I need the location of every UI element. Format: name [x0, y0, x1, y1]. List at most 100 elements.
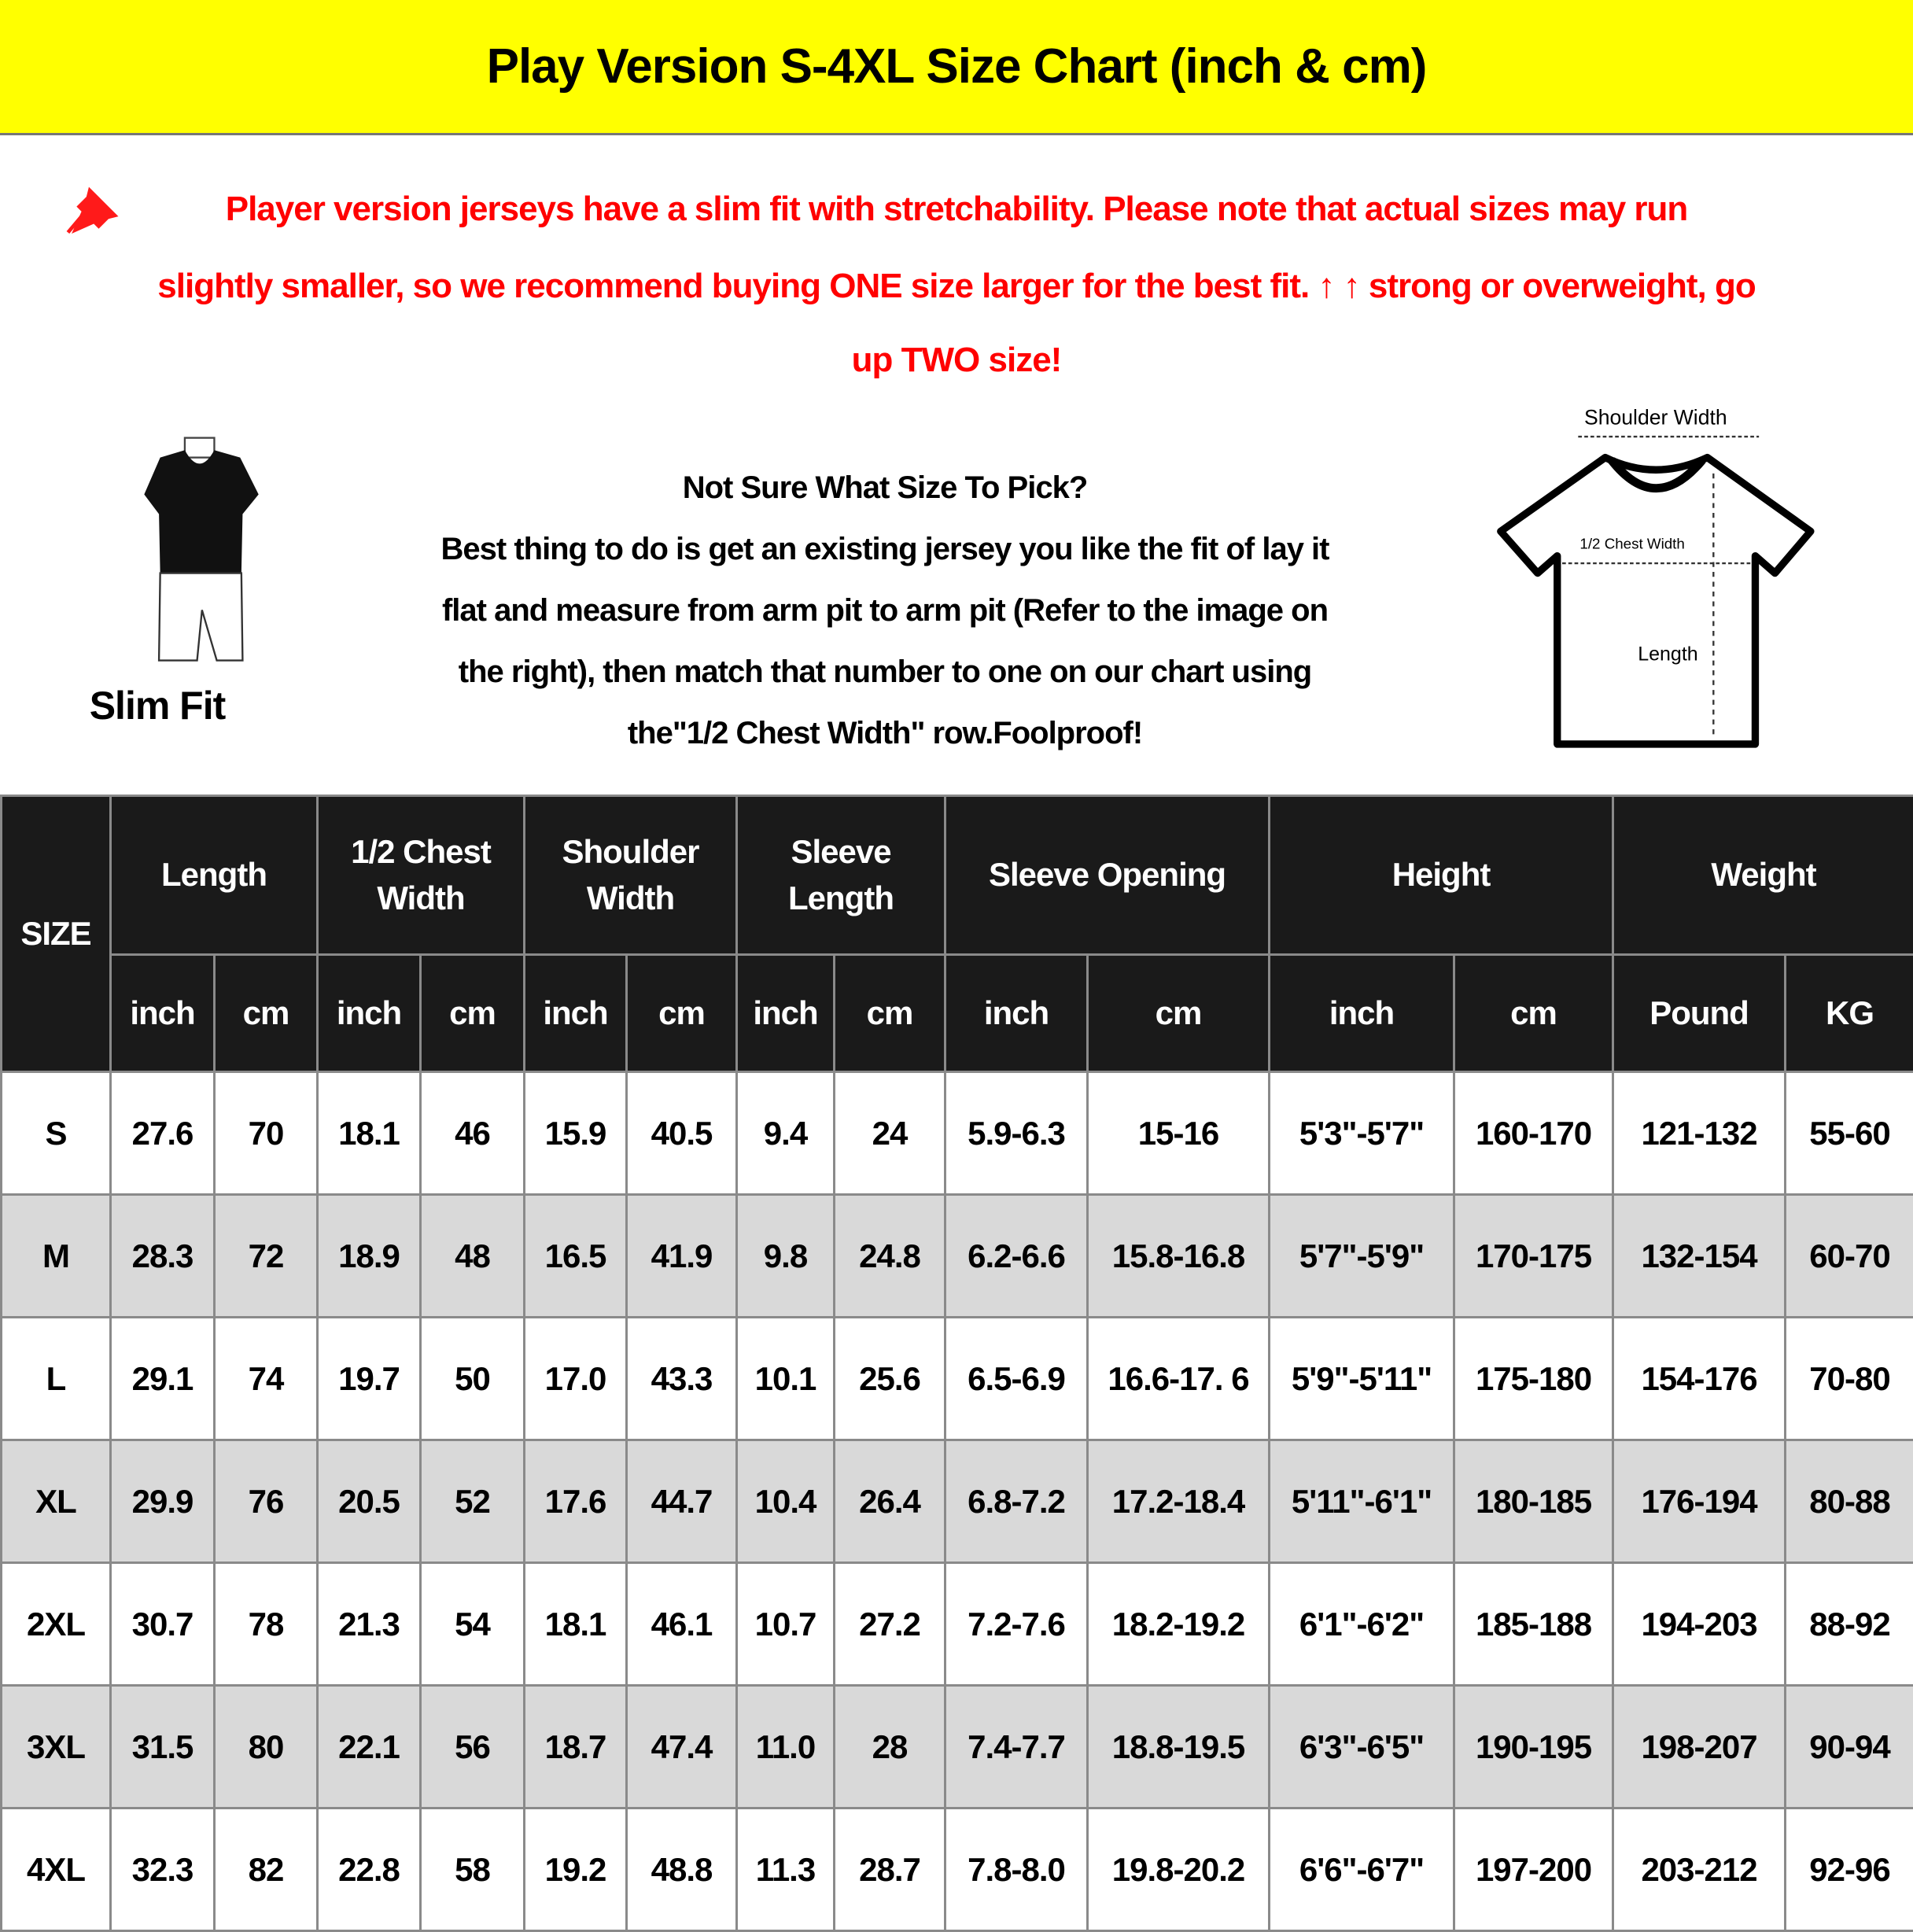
table-cell: 132-154 — [1613, 1195, 1786, 1318]
table-cell: 72 — [215, 1195, 318, 1318]
table-cell: 6'6"-6'7" — [1270, 1808, 1454, 1931]
table-cell: 88-92 — [1786, 1563, 1913, 1686]
table-cell: 10.4 — [737, 1440, 835, 1563]
table-cell: 29.9 — [111, 1440, 215, 1563]
table-cell: 56 — [421, 1686, 525, 1808]
unit-header-cell: KG — [1786, 955, 1913, 1072]
table-cell: 15-16 — [1088, 1072, 1270, 1195]
table-cell: 70-80 — [1786, 1318, 1913, 1440]
table-cell: 198-207 — [1613, 1686, 1786, 1808]
table-cell: 52 — [421, 1440, 525, 1563]
table-cell: 41.9 — [627, 1195, 737, 1318]
table-cell: 10.1 — [737, 1318, 835, 1440]
table-cell: 6.2-6.6 — [945, 1195, 1088, 1318]
table-cell: 44.7 — [627, 1440, 737, 1563]
table-cell: 6.8-7.2 — [945, 1440, 1088, 1563]
table-cell: 17.0 — [525, 1318, 627, 1440]
table-cell: 15.8-16.8 — [1088, 1195, 1270, 1318]
table-cell: 11.0 — [737, 1686, 835, 1808]
unit-header-cell: inch — [945, 955, 1088, 1072]
size-cell: S — [2, 1072, 111, 1195]
table-cell: 170-175 — [1454, 1195, 1613, 1318]
table-cell: 5.9-6.3 — [945, 1072, 1088, 1195]
table-cell: 60-70 — [1786, 1195, 1913, 1318]
slim-fit-figure-icon — [144, 438, 258, 661]
unit-header-cell: inch — [1270, 955, 1454, 1072]
unit-header-cell: cm — [1088, 955, 1270, 1072]
table-cell: 203-212 — [1613, 1808, 1786, 1931]
header-weight: Weight — [1613, 796, 1913, 955]
table-cell: 6.5-6.9 — [945, 1318, 1088, 1440]
size-chart-table: SIZE Length 1/2 Chest Width Shoulder Wid… — [0, 795, 1913, 1932]
table-cell: 28 — [835, 1686, 945, 1808]
table-cell: 19.2 — [525, 1808, 627, 1931]
table-cell: 190-195 — [1454, 1686, 1613, 1808]
size-cell: M — [2, 1195, 111, 1318]
table-cell: 46 — [421, 1072, 525, 1195]
table-cell: 90-94 — [1786, 1686, 1913, 1808]
table-cell: 6'1"-6'2" — [1270, 1563, 1454, 1686]
table-cell: 47.4 — [627, 1686, 737, 1808]
table-cell: 5'3"-5'7" — [1270, 1072, 1454, 1195]
table-cell: 16.5 — [525, 1195, 627, 1318]
table-cell: 18.7 — [525, 1686, 627, 1808]
table-cell: 25.6 — [835, 1318, 945, 1440]
table-cell: 5'11"-6'1" — [1270, 1440, 1454, 1563]
table-cell: 70 — [215, 1072, 318, 1195]
notice-line: up TWO size! — [0, 341, 1913, 379]
table-cell: 58 — [421, 1808, 525, 1931]
table-cell: 18.2-19.2 — [1088, 1563, 1270, 1686]
table-cell: 21.3 — [318, 1563, 421, 1686]
table-cell: 22.8 — [318, 1808, 421, 1931]
table-cell: 78 — [215, 1563, 318, 1686]
length-label: Length — [1638, 643, 1697, 666]
table-cell: 22.1 — [318, 1686, 421, 1808]
table-cell: 80 — [215, 1686, 318, 1808]
header-size: SIZE — [2, 796, 111, 1072]
header-shoulder-width: Shoulder Width — [525, 796, 737, 955]
table-cell: 76 — [215, 1440, 318, 1563]
table-cell: 32.3 — [111, 1808, 215, 1931]
table-cell: 9.4 — [737, 1072, 835, 1195]
table-cell: 160-170 — [1454, 1072, 1613, 1195]
size-cell: 2XL — [2, 1563, 111, 1686]
table-cell: 16.6-17. 6 — [1088, 1318, 1270, 1440]
table-cell: 5'7"-5'9" — [1270, 1195, 1454, 1318]
table-cell: 27.6 — [111, 1072, 215, 1195]
notice-line: Player version jerseys have a slim fit w… — [0, 190, 1913, 228]
table-cell: 5'9"-5'11" — [1270, 1318, 1454, 1440]
table-cell: 18.1 — [318, 1072, 421, 1195]
table-cell: 185-188 — [1454, 1563, 1613, 1686]
table-cell: 82 — [215, 1808, 318, 1931]
table-cell: 19.7 — [318, 1318, 421, 1440]
unit-header-cell: inch — [111, 955, 215, 1072]
table-cell: 31.5 — [111, 1686, 215, 1808]
table-cell: 15.9 — [525, 1072, 627, 1195]
size-cell: 4XL — [2, 1808, 111, 1931]
table-cell: 74 — [215, 1318, 318, 1440]
size-cell: L — [2, 1318, 111, 1440]
shoulder-width-label: Shoulder Width — [1584, 405, 1727, 429]
table-cell: 121-132 — [1613, 1072, 1786, 1195]
size-cell: XL — [2, 1440, 111, 1563]
chest-width-label: 1/2 Chest Width — [1579, 535, 1684, 551]
unit-header-cell: cm — [1454, 955, 1613, 1072]
table-cell: 19.8-20.2 — [1088, 1808, 1270, 1931]
guide-line: flat and measure from arm pit to arm pit… — [275, 593, 1495, 628]
unit-header-cell: inch — [525, 955, 627, 1072]
table-cell: 17.6 — [525, 1440, 627, 1563]
header-row-groups: SIZE Length 1/2 Chest Width Shoulder Wid… — [2, 796, 1913, 955]
table-cell: 20.5 — [318, 1440, 421, 1563]
table-cell: 48 — [421, 1195, 525, 1318]
guide-line: the"1/2 Chest Width" row.Foolproof! — [275, 716, 1495, 750]
tshirt-diagram-icon: Shoulder Width 1/2 Chest Width Length — [1501, 405, 1811, 744]
table-cell: 48.8 — [627, 1808, 737, 1931]
unit-header-cell: cm — [215, 955, 318, 1072]
